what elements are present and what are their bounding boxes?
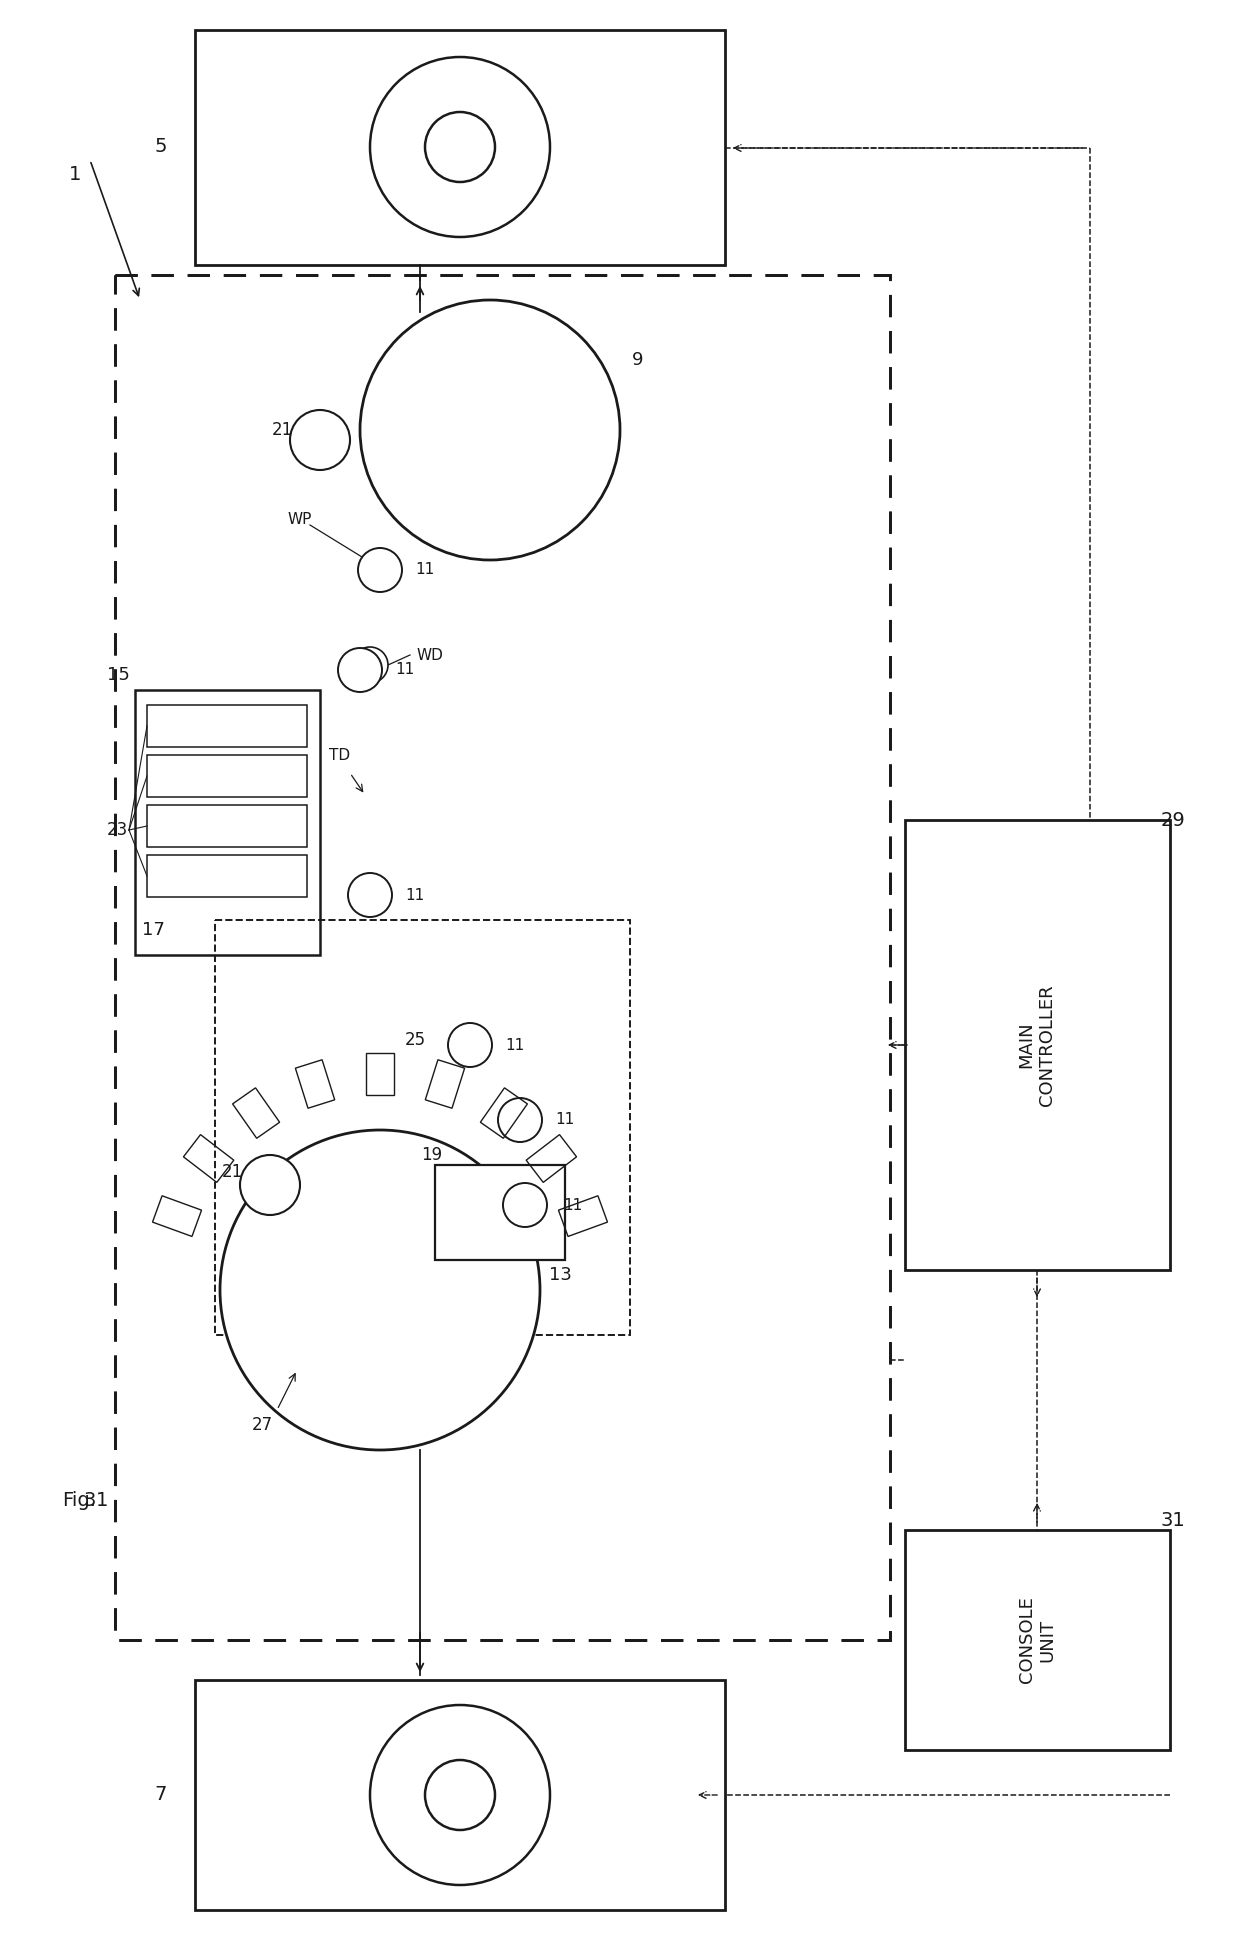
Circle shape <box>290 410 350 470</box>
Bar <box>366 1054 394 1095</box>
Text: 21: 21 <box>222 1163 243 1180</box>
Circle shape <box>425 1760 495 1830</box>
Bar <box>526 1135 577 1182</box>
Text: 7: 7 <box>155 1786 167 1805</box>
Text: WP: WP <box>288 512 312 528</box>
Bar <box>115 276 890 1640</box>
Text: 17: 17 <box>143 920 165 939</box>
Circle shape <box>348 873 392 916</box>
Text: 11: 11 <box>405 887 424 903</box>
Circle shape <box>241 1155 300 1215</box>
Bar <box>148 854 308 897</box>
Circle shape <box>503 1182 547 1227</box>
Circle shape <box>339 648 382 693</box>
Text: 19: 19 <box>422 1145 443 1165</box>
Bar <box>135 689 320 955</box>
Bar <box>195 29 725 266</box>
Bar <box>295 1060 335 1108</box>
Circle shape <box>448 1023 492 1068</box>
Circle shape <box>358 547 402 592</box>
Text: 11: 11 <box>396 662 414 677</box>
Text: 11: 11 <box>563 1198 583 1213</box>
Text: 25: 25 <box>404 1031 425 1048</box>
Circle shape <box>370 56 551 237</box>
Bar <box>148 806 308 846</box>
Text: 11: 11 <box>505 1038 525 1052</box>
Bar <box>425 1060 465 1108</box>
Bar <box>195 1681 725 1910</box>
Circle shape <box>498 1099 542 1141</box>
Bar <box>153 1196 202 1236</box>
Bar <box>233 1087 280 1137</box>
Text: TD: TD <box>330 747 351 763</box>
Circle shape <box>425 113 495 182</box>
Text: 23: 23 <box>107 821 128 839</box>
Text: 15: 15 <box>107 666 130 683</box>
Text: 11: 11 <box>415 563 434 578</box>
Text: 29: 29 <box>1161 811 1185 829</box>
Text: 5: 5 <box>155 138 167 157</box>
Text: 9: 9 <box>632 351 644 369</box>
Text: CONSOLE
UNIT: CONSOLE UNIT <box>1018 1597 1056 1683</box>
Text: 31: 31 <box>1161 1510 1185 1530</box>
Bar <box>558 1196 608 1236</box>
Text: Fig.1: Fig.1 <box>62 1491 108 1510</box>
Text: MAIN
CONTROLLER: MAIN CONTROLLER <box>1018 984 1056 1106</box>
Text: 13: 13 <box>548 1266 572 1285</box>
Bar <box>115 276 890 1640</box>
Bar <box>184 1135 234 1182</box>
Bar <box>480 1087 527 1137</box>
Bar <box>148 705 308 747</box>
Bar <box>435 1165 565 1260</box>
Text: 27: 27 <box>252 1417 273 1434</box>
Text: 1: 1 <box>68 165 81 184</box>
Text: WD: WD <box>417 648 444 662</box>
Circle shape <box>360 301 620 561</box>
Circle shape <box>370 1704 551 1885</box>
Circle shape <box>352 646 388 683</box>
Bar <box>215 920 630 1335</box>
Text: 21: 21 <box>272 421 293 439</box>
Text: 3: 3 <box>84 1491 97 1510</box>
Bar <box>148 755 308 798</box>
Circle shape <box>219 1130 539 1450</box>
Bar <box>905 819 1171 1269</box>
Bar <box>905 1530 1171 1751</box>
Text: 11: 11 <box>556 1112 574 1128</box>
